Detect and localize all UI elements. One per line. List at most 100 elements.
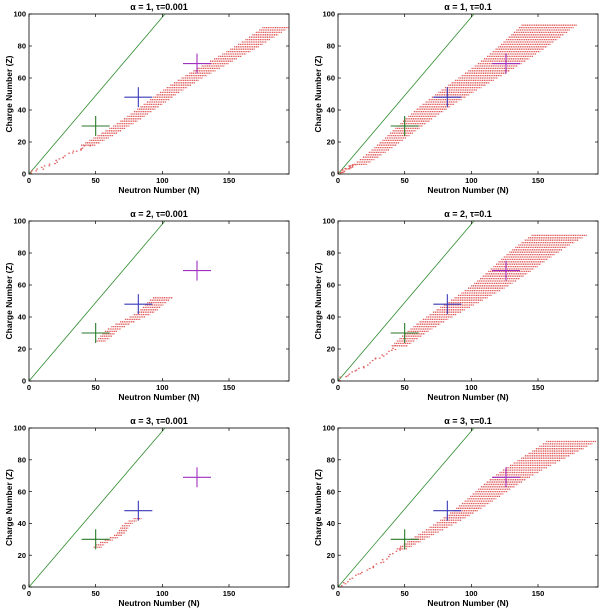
x-tick-label: 100	[156, 589, 169, 598]
trail-point	[339, 172, 342, 174]
trail-point	[349, 166, 351, 168]
trail-point	[399, 549, 401, 551]
magic-marker	[81, 529, 110, 550]
trail-point	[347, 375, 349, 377]
trail-point	[81, 147, 84, 149]
nuclide-band	[95, 297, 174, 342]
y-tick-label: 40	[327, 106, 335, 115]
trail-point	[357, 573, 360, 575]
trail-point	[341, 171, 344, 174]
x-tick-label: 150	[223, 176, 236, 185]
trail-point	[89, 145, 91, 147]
y-tick-label: 60	[18, 74, 26, 83]
x-tick-label: 100	[465, 176, 478, 185]
stability-line	[338, 428, 475, 587]
magic-marker	[433, 294, 462, 315]
trail-point	[335, 172, 337, 173]
x-tick-label: 0	[336, 589, 340, 598]
stability-line	[338, 14, 475, 174]
magic-marker	[183, 467, 211, 488]
y-tick-label: 100	[13, 217, 26, 226]
trail-point	[369, 362, 371, 364]
trail-point	[374, 357, 377, 359]
x-tick-label: 0	[27, 176, 31, 185]
y-tick-label: 60	[18, 281, 26, 290]
trail-point	[30, 172, 33, 174]
trail-point	[40, 166, 43, 168]
trail-point	[31, 170, 33, 172]
x-axis-label: Neutron Number (N)	[427, 598, 508, 608]
x-tick-label: 150	[532, 176, 545, 185]
trail-point	[55, 159, 57, 161]
trail-point	[371, 359, 374, 362]
trail-point	[374, 358, 377, 360]
trail-point	[72, 150, 75, 152]
nuclide-band	[93, 517, 142, 548]
chart-panel-4: 0 50 100 150 0 20 40 60 80 100 α = 2, τ=0.1 Neutron…	[313, 209, 599, 402]
trail-point	[339, 376, 342, 378]
trail-point	[368, 567, 371, 570]
trail-point	[362, 366, 365, 368]
trail-point	[392, 553, 394, 555]
trail-point	[36, 168, 38, 170]
plot-frame	[337, 13, 599, 175]
x-tick-label: 100	[465, 383, 478, 392]
y-tick-label: 100	[322, 217, 335, 226]
y-tick-label: 60	[327, 281, 335, 290]
trail-point	[351, 164, 354, 166]
magic-marker	[390, 323, 419, 343]
nuclide-band	[335, 24, 577, 174]
chart-panel-3: 0 50 100 150 0 20 40 60 80 100 α = 2, τ=0.001 Neutr…	[4, 209, 290, 402]
trail-point	[75, 150, 78, 152]
y-tick-label: 100	[322, 424, 335, 433]
magic-marker	[492, 467, 520, 488]
y-tick-label: 80	[327, 456, 335, 465]
y-axis-label: Charge Number (Z)	[4, 469, 14, 546]
chart-panel-6: 0 50 100 150 0 20 40 60 80 100 α = 3, τ=0.1 Neutron…	[313, 416, 599, 608]
y-tick-label: 60	[327, 74, 335, 83]
y-tick-label: 20	[327, 345, 335, 354]
trail-point	[399, 547, 402, 549]
y-tick-label: 40	[327, 519, 335, 528]
y-tick-label: 20	[18, 138, 26, 147]
chart-title: α = 1, τ=0.001	[130, 2, 188, 12]
trail-point	[344, 167, 346, 170]
y-tick-label: 80	[327, 249, 335, 258]
trail-point	[351, 577, 354, 579]
trail-point	[366, 364, 369, 366]
x-tick-label: 50	[91, 383, 99, 392]
x-tick-label: 150	[532, 383, 545, 392]
trail-point	[68, 152, 70, 154]
trail-point	[366, 569, 369, 571]
x-tick-label: 50	[400, 589, 408, 598]
y-tick-label: 60	[327, 487, 335, 496]
trail-point	[62, 157, 65, 159]
trail-point	[372, 567, 375, 569]
nuclide-band	[338, 234, 587, 381]
trail-point	[342, 171, 345, 173]
plot-frame	[337, 220, 599, 382]
trail-point	[343, 170, 346, 172]
trail-point	[351, 371, 354, 373]
trail-point	[54, 163, 56, 165]
x-tick-label: 100	[465, 589, 478, 598]
y-axis-label: Charge Number (Z)	[4, 262, 14, 339]
magic-marker	[183, 260, 211, 281]
trail-point	[389, 553, 391, 556]
x-tick-label: 100	[156, 176, 169, 185]
trail-point	[35, 170, 38, 172]
trail-point	[344, 583, 347, 585]
stability-line	[29, 428, 166, 587]
x-tick-label: 0	[27, 383, 31, 392]
y-tick-label: 40	[327, 313, 335, 322]
x-tick-label: 150	[223, 589, 236, 598]
trail-point	[354, 370, 357, 372]
y-tick-label: 100	[322, 10, 335, 19]
trail-point	[345, 168, 347, 170]
x-tick-label: 50	[91, 589, 99, 598]
trail-point	[388, 555, 390, 558]
x-tick-label: 0	[336, 176, 340, 185]
trail-point	[48, 163, 51, 165]
trail-point	[339, 380, 341, 381]
